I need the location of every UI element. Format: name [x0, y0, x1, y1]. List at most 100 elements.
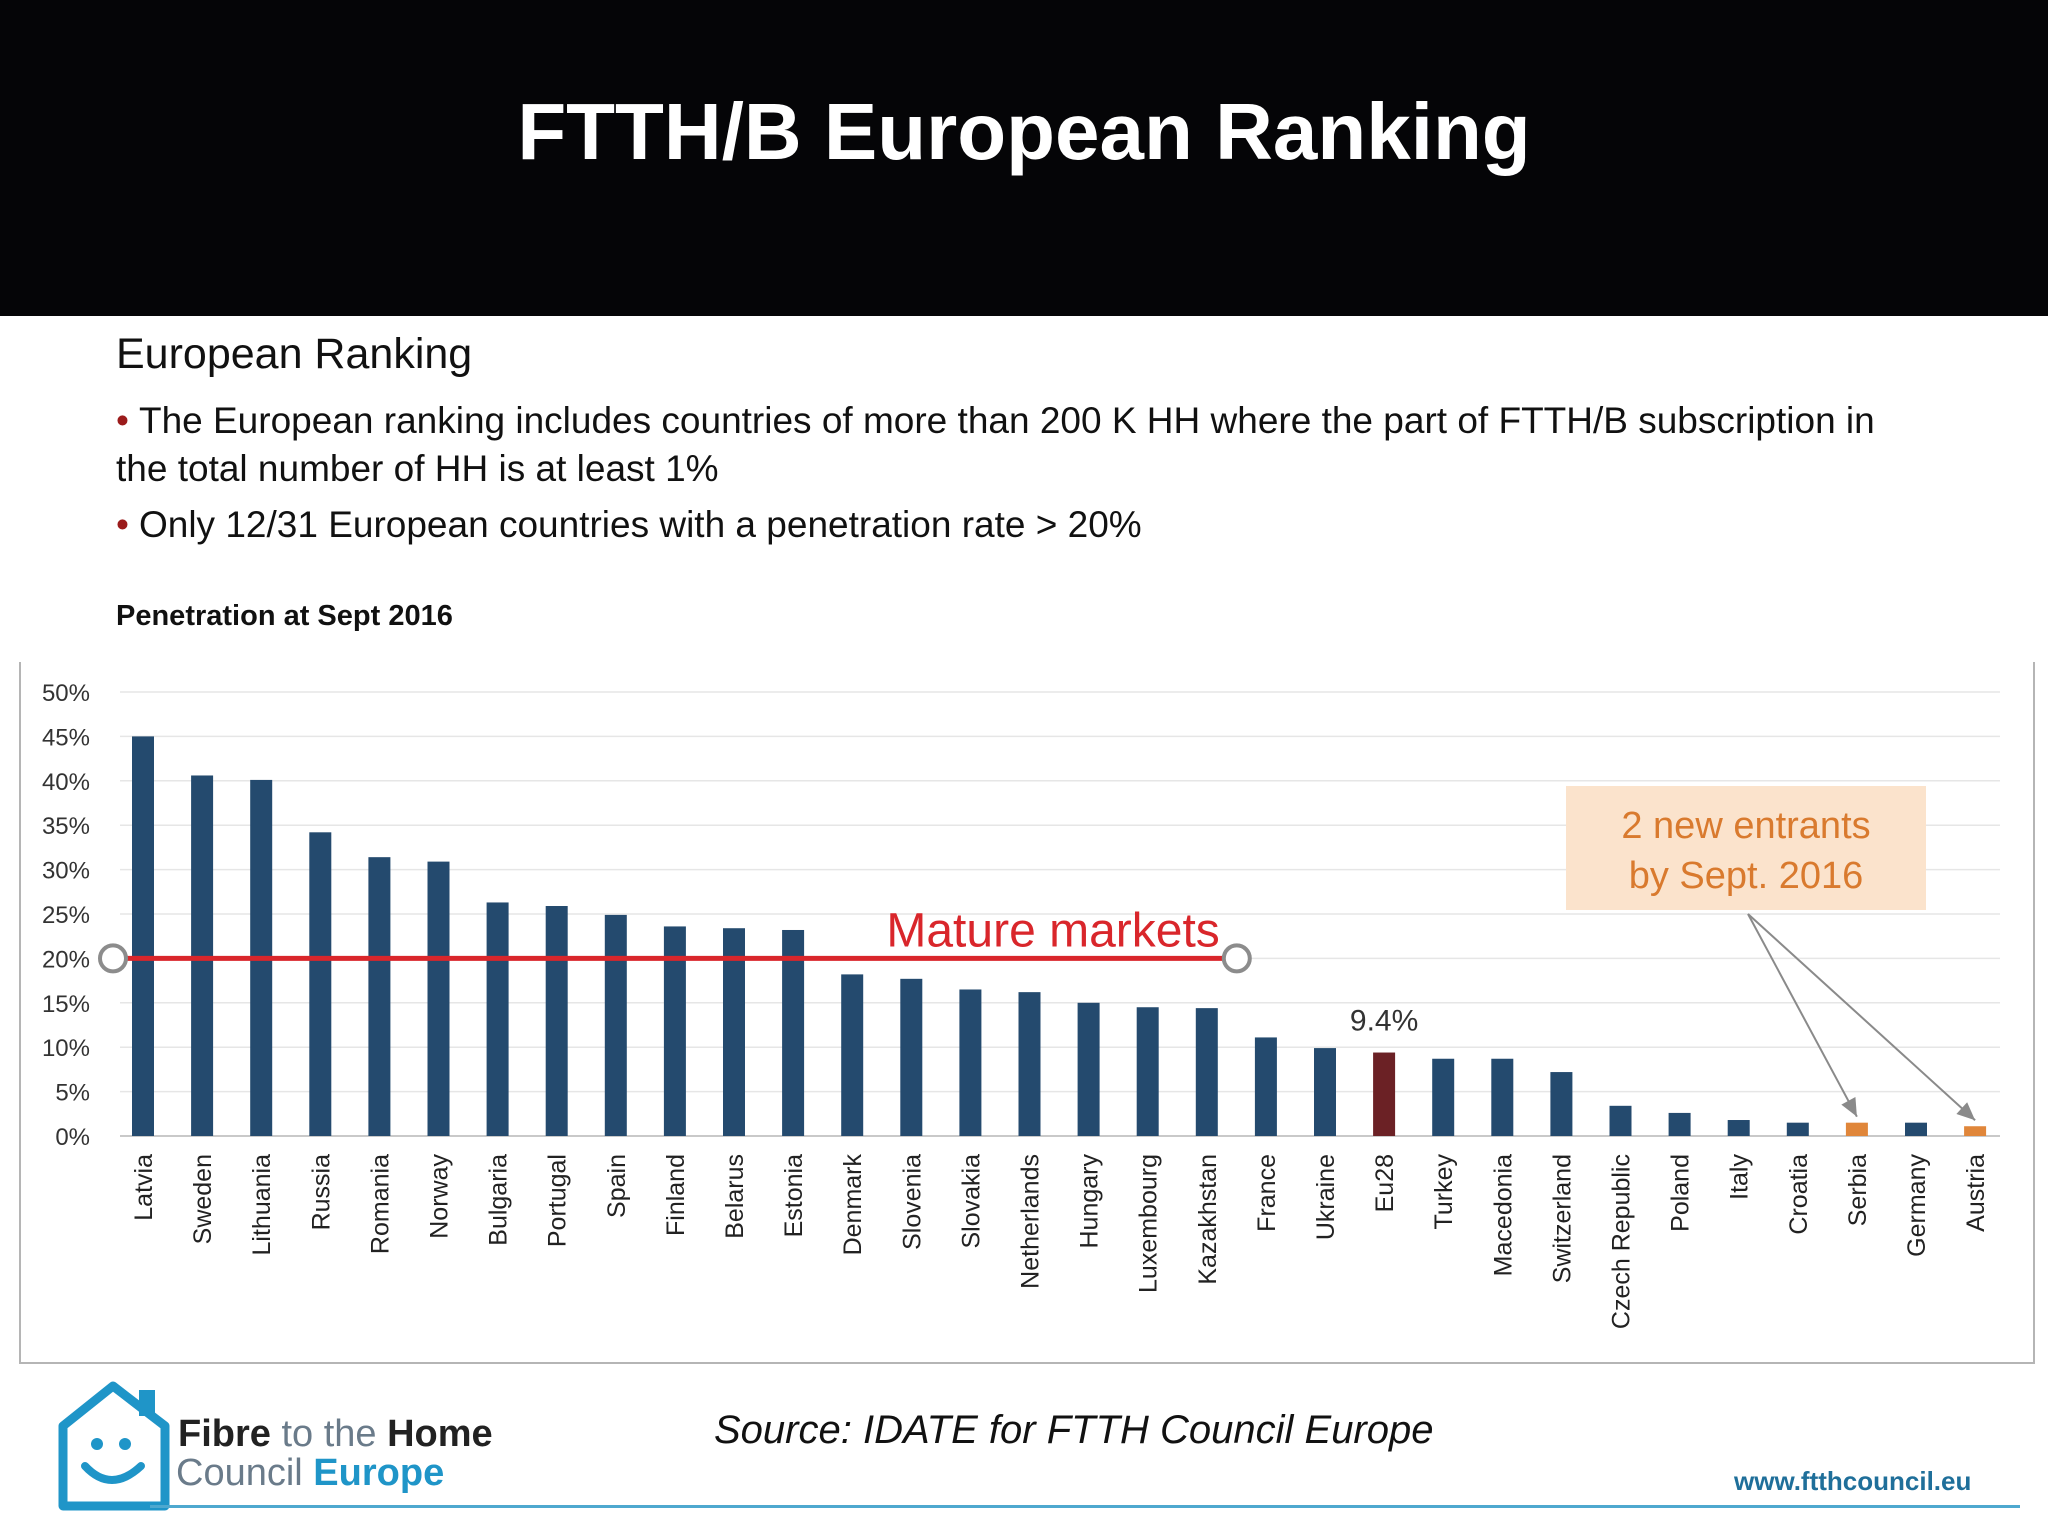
- x-tick-label: Italy: [1726, 1154, 1754, 1200]
- mature-markets-label: Mature markets: [886, 904, 1219, 957]
- house-icon: [58, 1381, 170, 1511]
- new-entrants-callout-box: [1566, 786, 1926, 910]
- x-tick-label: Norway: [426, 1154, 454, 1239]
- y-tick-label: 35%: [42, 813, 90, 840]
- bar-latvia: [132, 736, 154, 1136]
- arrowhead-icon: [1841, 1097, 1857, 1117]
- new-entrants-text-line1: 2 new entrants: [1621, 805, 1870, 847]
- x-tick-label: Estonia: [780, 1154, 808, 1237]
- x-tick-label: Poland: [1667, 1154, 1695, 1232]
- y-tick-label: 45%: [42, 724, 90, 751]
- y-tick-label: 5%: [55, 1080, 90, 1107]
- x-tick-label: Switzerland: [1548, 1154, 1576, 1283]
- x-tick-label: Bulgaria: [485, 1154, 513, 1246]
- bullet-dot-icon: •: [116, 400, 129, 441]
- x-tick-label: Kazakhstan: [1194, 1154, 1222, 1285]
- x-tick-label: Austria: [1962, 1154, 1990, 1232]
- logo-smile-icon: [81, 1462, 145, 1484]
- new-entrants-text-line2: by Sept. 2016: [1629, 855, 1864, 897]
- bar-switzerland: [1550, 1072, 1573, 1136]
- logo-text-line1: Fibre to the Home: [178, 1413, 493, 1456]
- bar-eu28: [1373, 1052, 1396, 1136]
- x-tick-label: Hungary: [1076, 1154, 1104, 1249]
- bar-norway: [427, 861, 450, 1136]
- bar-kazakhstan: [1195, 1008, 1218, 1136]
- y-tick-label: 10%: [42, 1035, 90, 1062]
- bar-spain: [604, 914, 627, 1136]
- bar-sweden: [191, 775, 214, 1136]
- logo-word-home: Home: [387, 1413, 493, 1455]
- y-tick-label: 40%: [42, 769, 90, 796]
- x-tick-label: Romania: [366, 1154, 394, 1254]
- y-tick-label: 50%: [42, 680, 90, 707]
- bar-austria: [1964, 1126, 1987, 1136]
- x-tick-label: Germany: [1903, 1154, 1931, 1257]
- logo-eye-icon: [91, 1438, 103, 1450]
- logo-word-to-the: to the: [281, 1413, 377, 1455]
- bar-portugal: [545, 906, 568, 1136]
- y-tick-label: 20%: [42, 946, 90, 973]
- x-tick-label: Netherlands: [1017, 1154, 1045, 1289]
- y-tick-label: 30%: [42, 858, 90, 885]
- x-tick-label: Turkey: [1430, 1154, 1458, 1230]
- y-tick-label: 25%: [42, 902, 90, 929]
- eu28-data-label: 9.4%: [1350, 1005, 1418, 1038]
- y-tick-label: 0%: [55, 1124, 90, 1151]
- bar-turkey: [1432, 1058, 1455, 1136]
- logo-text-line2: Council Europe: [176, 1452, 444, 1495]
- x-tick-label: Ukraine: [1312, 1154, 1340, 1240]
- bullet-dot-icon: •: [116, 504, 129, 545]
- bar-croatia: [1786, 1122, 1809, 1136]
- logo-word-fibre: Fibre: [178, 1413, 271, 1455]
- x-tick-label: Lithuania: [248, 1154, 276, 1256]
- callout-arrow-line: [1747, 913, 1976, 1121]
- x-tick-label: Czech Republic: [1608, 1154, 1636, 1329]
- bar-slovenia: [900, 978, 923, 1136]
- arrowhead-icon: [1956, 1102, 1976, 1121]
- y-tick-label: 15%: [42, 991, 90, 1018]
- bar-serbia: [1845, 1122, 1868, 1136]
- callout-arrow-line: [1747, 913, 1858, 1118]
- x-tick-label: Slovenia: [898, 1154, 926, 1250]
- bar-italy: [1727, 1120, 1750, 1136]
- logo-eye-icon: [119, 1438, 131, 1450]
- bar-bulgaria: [486, 902, 509, 1136]
- bar-belarus: [723, 928, 745, 1136]
- bar-poland: [1668, 1112, 1691, 1136]
- bar-estonia: [782, 929, 805, 1136]
- bar-france: [1254, 1037, 1277, 1136]
- x-tick-label: Russia: [307, 1154, 335, 1231]
- ftth-council-logo: [58, 1381, 170, 1511]
- website-url: www.ftthcouncil.eu: [1734, 1466, 1972, 1496]
- header-bar: FTTH/B European Ranking: [0, 0, 2048, 316]
- bar-denmark: [841, 974, 864, 1136]
- section-subtitle: European Ranking: [116, 330, 473, 378]
- penetration-bar-chart: 0% 5% 10% 15% 20% 25% 30% 35% 40% 45% 50% Latvia Swe…: [42, 680, 2000, 1329]
- x-tick-label: Portugal: [544, 1154, 572, 1247]
- bar-luxembourg: [1136, 1007, 1159, 1136]
- bullet-item-1: • The European ranking includes countries…: [116, 397, 1916, 493]
- bar-netherlands: [1018, 992, 1041, 1136]
- bar-russia: [309, 832, 332, 1136]
- page-title: FTTH/B European Ranking: [517, 87, 1531, 176]
- bar-romania: [368, 857, 391, 1136]
- source-citation: Source: IDATE for FTTH Council Europe: [714, 1408, 1434, 1452]
- logo-word-europe: Europe: [313, 1452, 445, 1494]
- x-tick-label: Sweden: [189, 1154, 217, 1244]
- bar-macedonia: [1491, 1058, 1514, 1136]
- bar-finland: [663, 926, 686, 1136]
- chart-frame: [19, 662, 2035, 1364]
- chart-title: Penetration at Sept 2016: [116, 600, 453, 632]
- x-tick-label: Slovakia: [957, 1154, 985, 1249]
- bullet-item-2: • Only 12/31 European countries with a pe…: [116, 501, 1916, 549]
- x-tick-label: France: [1253, 1154, 1281, 1232]
- bullet-text-1: The European ranking includes countries …: [116, 400, 1875, 489]
- footer-divider: [150, 1505, 2020, 1508]
- bar-hungary: [1077, 1002, 1100, 1136]
- chimney-icon: [139, 1390, 155, 1416]
- bar-germany: [1905, 1122, 1927, 1136]
- x-tick-label: Luxembourg: [1135, 1154, 1163, 1293]
- x-tick-label: Denmark: [839, 1154, 867, 1256]
- x-tick-label: Macedonia: [1489, 1154, 1517, 1276]
- x-tick-label: Latvia: [130, 1154, 158, 1221]
